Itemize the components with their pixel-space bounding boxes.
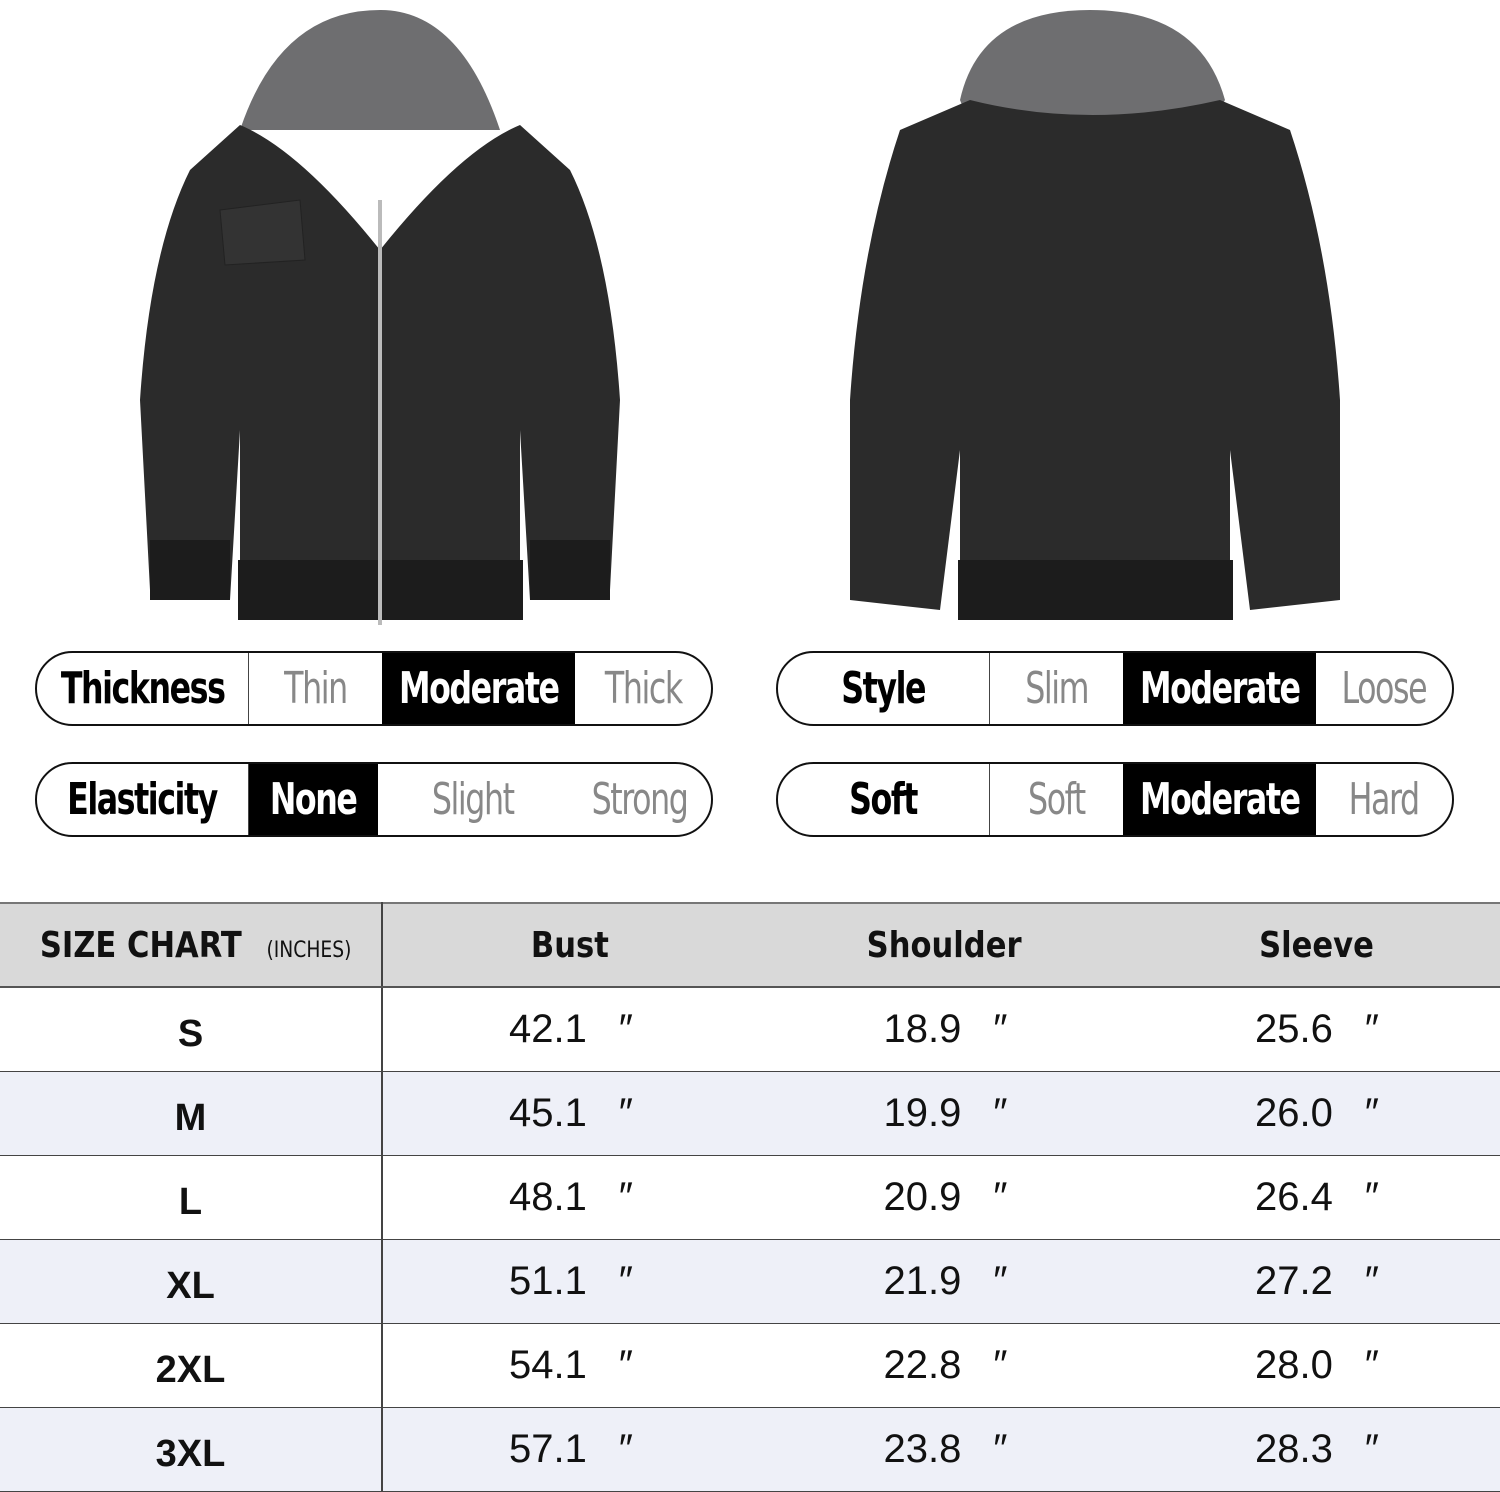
table-row: 3XL 57.1 ″ 23.8 ″ 28.3 ″ — [0, 1407, 1500, 1492]
rating-label: Elasticity — [37, 764, 249, 835]
rating-label: Style — [778, 653, 990, 724]
column-sleeve: Sleeve — [1132, 902, 1500, 988]
measurement-cell: 21.9 ″ — [757, 1239, 1132, 1324]
softness-rating: Soft Soft Moderate Hard — [776, 762, 1454, 837]
measurement-cell: 18.9 ″ — [757, 987, 1132, 1072]
measurement-cell: 22.8 ″ — [757, 1323, 1132, 1408]
rating-label: Thickness — [37, 653, 249, 724]
option-thick: Thick — [604, 663, 683, 714]
measurement-cell: 20.9 ″ — [757, 1155, 1132, 1240]
option-strong: Strong — [591, 774, 689, 825]
measurement-cell: 23.8 ″ — [757, 1407, 1132, 1492]
measurement-cell: 42.1 ″ — [382, 987, 757, 1072]
table-row: L 48.1 ″ 20.9 ″ 26.4 ″ — [0, 1155, 1500, 1240]
option-slight: Slight — [432, 774, 515, 825]
column-shoulder: Shoulder — [757, 902, 1132, 988]
option-hard: Hard — [1348, 774, 1420, 825]
option-none-selected: None — [249, 764, 378, 835]
option-moderate-selected: Moderate — [382, 653, 575, 724]
option-moderate-selected: Moderate — [1123, 653, 1316, 724]
option-moderate-selected: Moderate — [1123, 764, 1316, 835]
column-bust: Bust — [382, 902, 757, 988]
size-cell: 3XL — [0, 1407, 383, 1492]
measurement-cell: 25.6 ″ — [1132, 987, 1500, 1072]
size-chart-title: SIZE CHART (INCHES) — [0, 902, 383, 988]
option-soft: Soft — [1028, 774, 1086, 825]
size-cell: M — [0, 1071, 383, 1156]
table-row: 2XL 54.1 ″ 22.8 ″ 28.0 ″ — [0, 1323, 1500, 1408]
style-rating: Style Slim Moderate Loose — [776, 651, 1454, 726]
size-chart-table: SIZE CHART (INCHES) Bust Shoulder Sleeve … — [0, 902, 1500, 1492]
table-row: XL 51.1 ″ 21.9 ″ 27.2 ″ — [0, 1239, 1500, 1324]
option-loose: Loose — [1341, 663, 1428, 714]
measurement-cell: 57.1 ″ — [382, 1407, 757, 1492]
elasticity-rating: Elasticity None Slight Strong — [35, 762, 713, 837]
table-row: M 45.1 ″ 19.9 ″ 26.0 ″ — [0, 1071, 1500, 1156]
thickness-rating: Thickness Thin Moderate Thick — [35, 651, 713, 726]
measurement-cell: 19.9 ″ — [757, 1071, 1132, 1156]
size-cell: XL — [0, 1239, 383, 1324]
jacket-front-image — [140, 10, 620, 625]
option-thin: Thin — [284, 663, 348, 714]
measurement-cell: 27.2 ″ — [1132, 1239, 1500, 1324]
measurement-cell: 28.0 ″ — [1132, 1323, 1500, 1408]
jacket-back-image — [850, 10, 1340, 620]
table-row: S 42.1 ″ 18.9 ″ 25.6 ″ — [0, 987, 1500, 1072]
size-cell: 2XL — [0, 1323, 383, 1408]
size-cell: S — [0, 987, 383, 1072]
measurement-cell: 28.3 ″ — [1132, 1407, 1500, 1492]
measurement-cell: 48.1 ″ — [382, 1155, 757, 1240]
rating-label: Soft — [778, 764, 990, 835]
measurement-cell: 51.1 ″ — [382, 1239, 757, 1324]
option-slim: Slim — [1025, 663, 1089, 714]
measurement-cell: 26.0 ″ — [1132, 1071, 1500, 1156]
measurement-cell: 45.1 ″ — [382, 1071, 757, 1156]
measurement-cell: 26.4 ″ — [1132, 1155, 1500, 1240]
measurement-cell: 54.1 ″ — [382, 1323, 757, 1408]
table-header: SIZE CHART (INCHES) Bust Shoulder Sleeve — [0, 902, 1500, 988]
size-cell: L — [0, 1155, 383, 1240]
